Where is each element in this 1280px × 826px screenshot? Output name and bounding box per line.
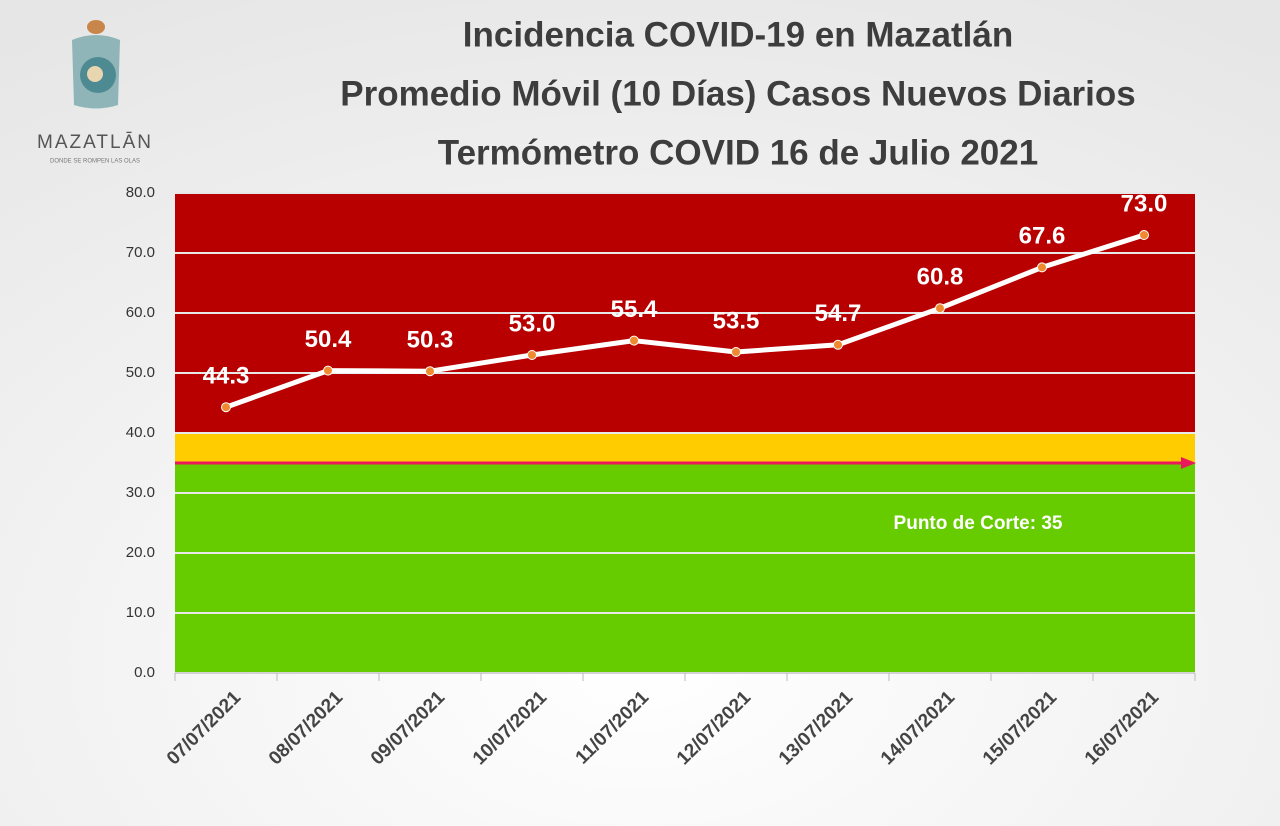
- y-tick-label: 60.0: [126, 304, 155, 321]
- y-tick-label: 80.0: [126, 184, 155, 201]
- zone-band: [175, 433, 1195, 463]
- logo-name: MAZATLĀN: [37, 132, 153, 153]
- data-point: [629, 335, 639, 346]
- data-point: [935, 303, 945, 314]
- y-tick-label: 30.0: [126, 484, 155, 501]
- data-point: [1139, 230, 1149, 240]
- data-label: 73.0: [1121, 190, 1168, 217]
- data-label: 50.3: [407, 327, 454, 354]
- data-point: [1037, 262, 1047, 273]
- data-label: 54.7: [815, 300, 862, 327]
- threshold-arrow: [1181, 457, 1196, 469]
- chart-title: Incidencia COVID-19 en Mazatlán: [463, 15, 1013, 54]
- data-point: [527, 350, 537, 360]
- chart-title: Promedio Móvil (10 Días) Casos Nuevos Di…: [340, 74, 1136, 113]
- y-tick-label: 40.0: [126, 424, 155, 441]
- y-tick-label: 20.0: [126, 544, 155, 561]
- threshold-label: Punto de Corte: 35: [894, 513, 1063, 534]
- chart-title: Termómetro COVID 16 de Julio 2021: [438, 133, 1038, 172]
- data-label: 60.8: [917, 264, 964, 291]
- y-tick-label: 10.0: [126, 604, 155, 621]
- data-label: 67.6: [1019, 223, 1066, 250]
- data-label: 44.3: [203, 363, 250, 390]
- y-tick-label: 50.0: [126, 364, 155, 381]
- data-line: [225, 232, 1145, 410]
- data-point: [833, 339, 843, 350]
- data-label: 55.4: [611, 296, 658, 323]
- y-tick-label: 0.0: [134, 664, 155, 681]
- zone-band: [175, 463, 1195, 673]
- data-point: [731, 347, 741, 357]
- data-label: 53.0: [509, 310, 556, 337]
- logo-tagline: DONDE SE ROMPEN LAS OLAS: [50, 159, 140, 165]
- logo: [72, 20, 120, 109]
- data-point: [323, 365, 333, 376]
- data-label: 50.4: [305, 326, 352, 353]
- data-point: [221, 402, 231, 413]
- data-point: [425, 366, 435, 377]
- y-tick-label: 70.0: [126, 244, 155, 261]
- data-label: 53.5: [713, 307, 760, 334]
